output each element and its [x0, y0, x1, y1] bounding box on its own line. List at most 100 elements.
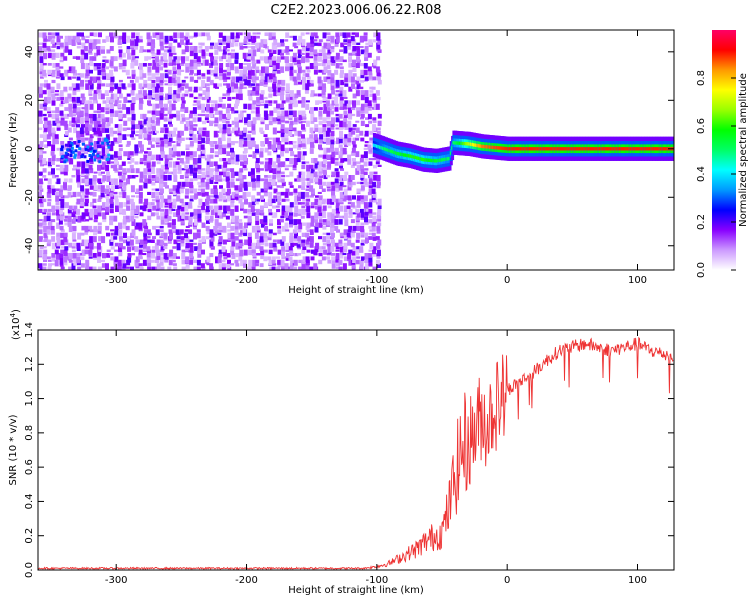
heatmap-cell [160, 46, 165, 51]
heatmap-cell [152, 236, 156, 240]
heatmap-cell [156, 168, 161, 173]
heatmap-cell [268, 93, 273, 98]
heatmap-cell [39, 154, 43, 160]
heatmap-cell [271, 266, 276, 270]
heatmap-cell [265, 100, 270, 103]
heatmap-cell [123, 239, 127, 244]
heatmap-cell [367, 107, 372, 111]
heatmap-cell [89, 266, 93, 270]
heatmap-cell [292, 229, 297, 234]
heatmap-cell [343, 205, 348, 212]
heatmap-cell [143, 202, 148, 209]
heatmap-cell [335, 63, 340, 69]
heatmap-cell [59, 73, 64, 78]
heatmap-cell [348, 56, 352, 63]
heatmap-cell [372, 181, 377, 188]
ridge-cell [664, 147, 668, 151]
heatmap-cell [256, 253, 261, 256]
heatmap-cell [138, 185, 143, 191]
snr-ytick-label: 0.4 [24, 493, 35, 509]
heatmap-cell [73, 120, 78, 126]
heatmap-cell [60, 141, 65, 145]
heatmap-cell [326, 239, 331, 244]
heatmap-cell [92, 198, 97, 203]
heatmap-cell [47, 208, 52, 212]
heatmap-cell [46, 215, 51, 221]
heatmap-cell [364, 144, 369, 147]
heatmap-cell [331, 208, 336, 214]
heatmap-cell [105, 110, 110, 115]
heatmap-cell [47, 63, 52, 66]
heatmap-cell [63, 171, 68, 176]
heatmap-cell [180, 107, 185, 112]
heatmap-cell [155, 32, 160, 36]
heatmap-cell [84, 79, 89, 83]
heatmap-cell [118, 66, 123, 70]
heatmap-cell [105, 93, 110, 96]
heatmap-cell [209, 107, 214, 114]
heatmap-cell [235, 32, 240, 39]
heatmap-cell [285, 188, 290, 192]
heatmap-cell [151, 137, 156, 142]
heatmap-cell [104, 90, 109, 95]
heatmap-cell [184, 171, 189, 177]
heatmap-cell [205, 236, 210, 240]
heatmap-cell [355, 134, 360, 139]
heatmap-cell [185, 154, 190, 160]
heatmap-cell [97, 212, 102, 217]
heatmap-cell [156, 263, 161, 270]
heatmap-cell [143, 181, 148, 189]
heatmap-cell [177, 205, 182, 210]
heatmap-cell [89, 59, 94, 67]
heatmap-cell [76, 141, 80, 148]
heatmap-cell [339, 175, 344, 182]
heatmap-cell [330, 110, 334, 115]
heatmap-cell [164, 103, 168, 108]
heatmap-cell [239, 137, 243, 141]
heatmap-cell [297, 270, 301, 275]
ridge-cell [399, 152, 403, 156]
heatmap-cell [168, 171, 172, 175]
heatmap-cell [238, 63, 243, 69]
heatmap-cell [273, 212, 278, 218]
heatmap-cell [297, 49, 302, 54]
heatmap-cell [159, 236, 164, 239]
heatmap-cell [242, 86, 247, 89]
heatmap-cell [330, 76, 335, 84]
heatmap-cell [259, 79, 264, 86]
heatmap-cell [55, 205, 60, 210]
heatmap-cell [72, 168, 77, 171]
heatmap-cell [64, 144, 68, 150]
heatmap-ytick-label: -40 [24, 238, 35, 254]
heatmap-cell [322, 242, 327, 246]
heatmap-cell [218, 270, 222, 277]
heatmap-cell [68, 225, 73, 233]
heatmap-cell [100, 191, 105, 198]
heatmap-cell [89, 56, 94, 61]
heatmap-cell [294, 198, 299, 205]
heatmap-cell [223, 171, 227, 178]
heatmap-cell [327, 69, 332, 76]
heatmap-cell [256, 191, 261, 196]
heatmap-cell [55, 253, 60, 260]
heatmap-cell [273, 39, 278, 46]
heatmap-cell [56, 232, 61, 237]
heatmap-cell [323, 270, 327, 274]
heatmap-cell [101, 120, 106, 128]
ridge-cell [508, 147, 512, 151]
heatmap-cell [339, 253, 344, 259]
heatmap-cell [168, 56, 173, 63]
heatmap-cell [301, 141, 306, 147]
heatmap-cell [285, 93, 290, 98]
heatmap-cell [126, 127, 131, 130]
heatmap-cell [314, 219, 318, 223]
heatmap-cell [339, 151, 344, 156]
heatmap-cell [242, 164, 247, 169]
heatmap-cell [134, 259, 139, 267]
heatmap-cell [267, 49, 272, 53]
heatmap-cell [121, 66, 126, 70]
heatmap-cell [318, 120, 323, 126]
heatmap-cell [196, 69, 201, 76]
heatmap-cell [98, 181, 103, 185]
heatmap-cell [294, 93, 299, 99]
